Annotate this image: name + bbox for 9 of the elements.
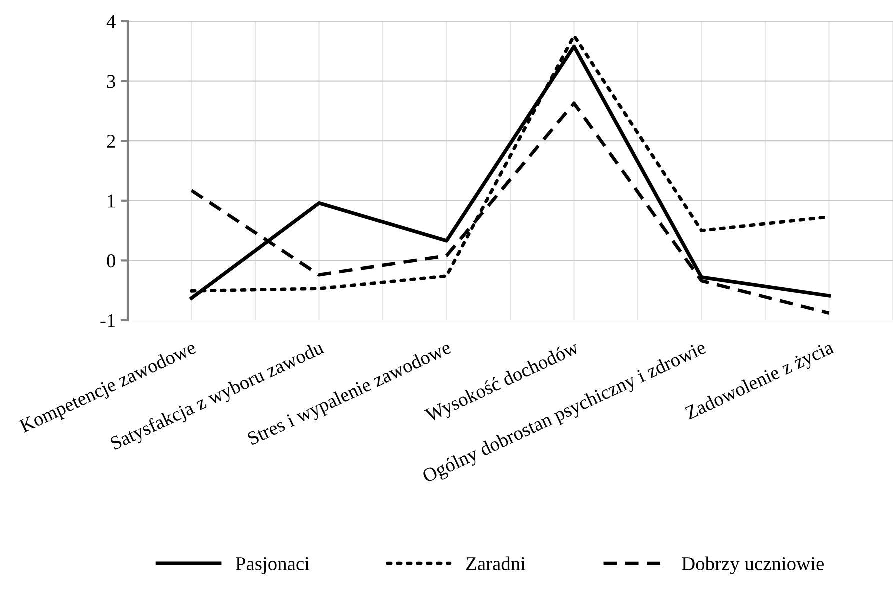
y-tick-label: 1	[108, 194, 116, 208]
y-tick-label: 3	[107, 75, 116, 88]
legend-label: Dobrzy uczniowie	[682, 556, 824, 574]
y-tick-label: -1	[100, 314, 116, 328]
y-tick-label: 0	[107, 254, 116, 268]
legend-label: Zaradni	[466, 556, 526, 570]
legend-label: Pasjonaci	[236, 557, 310, 574]
y-tick-label: 4	[106, 15, 116, 28]
y-tick-label: 2	[107, 134, 116, 148]
